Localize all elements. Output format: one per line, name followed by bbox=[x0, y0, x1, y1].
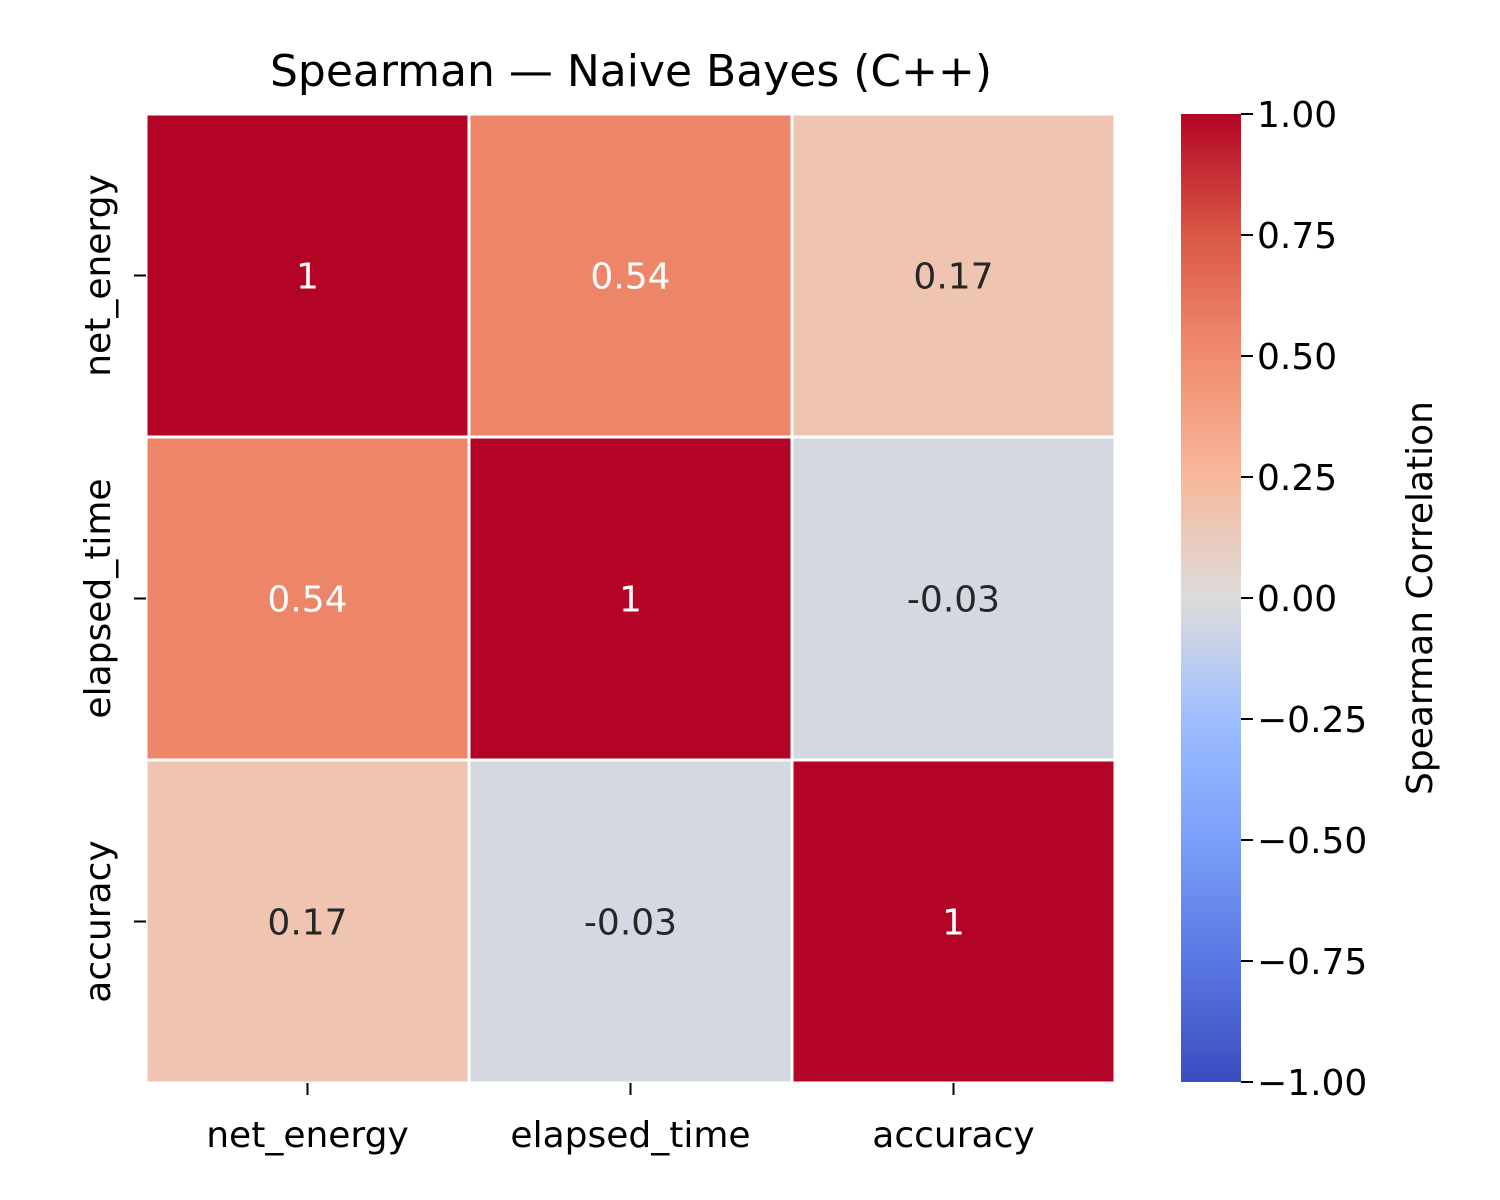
colorbar-tick-label: 0.50 bbox=[1257, 337, 1337, 378]
cell-value-label: 0.54 bbox=[267, 580, 347, 621]
heatmap-cell bbox=[467, 758, 794, 1085]
colorbar-label: Spearman Correlation bbox=[1400, 401, 1441, 795]
colorbar-axis: 1.00 0.75 0.50 0.25 0.00 −0.25 −0.50 −0.75 −1.00 bbox=[1241, 95, 1367, 1104]
heatmap-cell bbox=[144, 112, 471, 439]
heatmap-cell bbox=[144, 435, 471, 762]
cell-value-label: -0.03 bbox=[907, 580, 1000, 621]
heatmap-cells bbox=[144, 112, 1117, 1085]
cell-value-label: -0.03 bbox=[584, 903, 677, 944]
heatmap-cell bbox=[467, 435, 794, 762]
y-tick-label: net_energy bbox=[78, 174, 119, 377]
cell-value-label: 0.17 bbox=[913, 257, 993, 298]
y-axis: net_energy elapsed_time accuracy bbox=[78, 174, 146, 1003]
cell-value-label: 1 bbox=[619, 580, 642, 621]
cell-value-label: 0.54 bbox=[590, 257, 670, 298]
heatmap-cell bbox=[467, 112, 794, 439]
y-tick-label: elapsed_time bbox=[78, 478, 119, 718]
x-axis: net_energy elapsed_time accuracy bbox=[206, 1083, 1035, 1156]
colorbar-tick-label: 0.75 bbox=[1257, 216, 1337, 257]
heatmap-cell bbox=[790, 112, 1117, 439]
x-tick-label: elapsed_time bbox=[510, 1115, 750, 1156]
colorbar bbox=[1181, 114, 1241, 1082]
cell-value-label: 0.17 bbox=[267, 903, 347, 944]
x-tick-label: net_energy bbox=[206, 1115, 409, 1156]
heatmap-cell bbox=[790, 435, 1117, 762]
colorbar-tick-label: 0.25 bbox=[1257, 458, 1337, 499]
y-tick-label: accuracy bbox=[78, 840, 119, 1002]
colorbar-tick-label: −0.50 bbox=[1257, 821, 1367, 862]
cell-value-label: 1 bbox=[296, 257, 319, 298]
colorbar-tick-label: 1.00 bbox=[1257, 95, 1337, 136]
cell-annotations: 1 0.54 0.17 0.54 1 -0.03 0.17 -0.03 1 bbox=[267, 257, 1000, 944]
cell-value-label: 1 bbox=[942, 903, 965, 944]
colorbar-tick-label: −1.00 bbox=[1257, 1063, 1367, 1104]
colorbar-tick-label: −0.25 bbox=[1257, 700, 1367, 741]
colorbar-tick-label: 0.00 bbox=[1257, 579, 1337, 620]
colorbar-tick-label: −0.75 bbox=[1257, 942, 1367, 983]
x-tick-label: accuracy bbox=[872, 1115, 1034, 1156]
chart-title: Spearman — Naive Bayes (C++) bbox=[270, 46, 992, 97]
